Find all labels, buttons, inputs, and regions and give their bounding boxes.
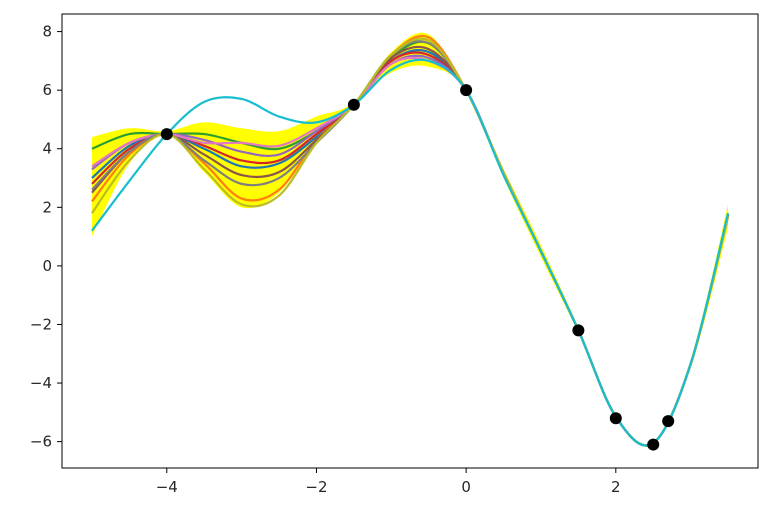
observation-point bbox=[662, 415, 675, 428]
x-tick-label: 0 bbox=[461, 478, 471, 496]
sample-line-6 bbox=[91, 45, 730, 447]
y-tick-label: −2 bbox=[30, 315, 52, 333]
y-tick-label: −4 bbox=[30, 374, 52, 392]
observation-point bbox=[347, 98, 360, 111]
axes: −4 −2 0 2 −6 −4 −2 0 2 4 6 8 bbox=[30, 13, 759, 496]
sample-line-9 bbox=[91, 37, 730, 447]
sample-line-7 bbox=[91, 56, 730, 447]
sample-line-2 bbox=[91, 34, 730, 447]
plot-area bbox=[91, 32, 730, 451]
y-tick-label: 8 bbox=[42, 23, 52, 41]
y-tick-label: 6 bbox=[42, 81, 52, 99]
sample-line-1 bbox=[91, 49, 730, 447]
y-tick-label: 4 bbox=[42, 140, 52, 158]
x-tick-label: −4 bbox=[156, 478, 178, 496]
x-tick-label: −2 bbox=[305, 478, 327, 496]
y-tick-label: 2 bbox=[42, 198, 52, 216]
observation-point bbox=[609, 412, 622, 425]
sample-line-10 bbox=[91, 58, 730, 447]
sample-line-4 bbox=[91, 51, 730, 447]
observation-point bbox=[572, 324, 585, 337]
y-tick-label: −6 bbox=[30, 433, 52, 451]
plot-content bbox=[91, 32, 730, 451]
sample-line-3 bbox=[91, 40, 730, 447]
confidence-band bbox=[91, 32, 729, 447]
x-tick-label: 2 bbox=[611, 478, 621, 496]
observation-point bbox=[160, 128, 173, 141]
sample-line-8 bbox=[91, 40, 730, 447]
axes-frame bbox=[61, 13, 759, 469]
y-tick-label: 0 bbox=[42, 257, 52, 275]
observation-point bbox=[460, 84, 473, 97]
observation-point bbox=[647, 438, 660, 451]
